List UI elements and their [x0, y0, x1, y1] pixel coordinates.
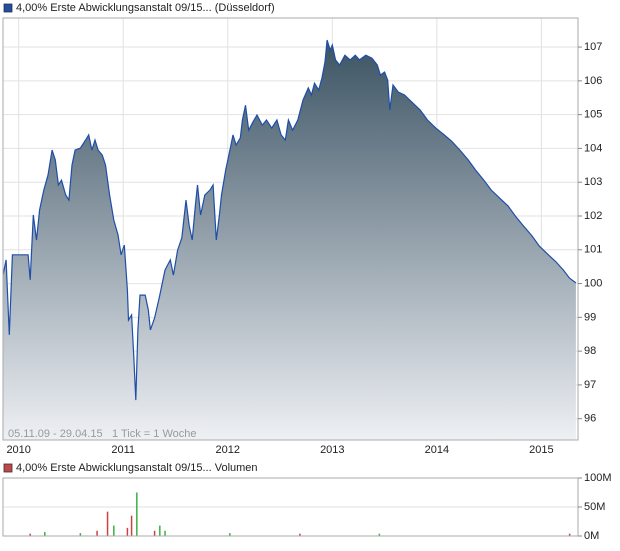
volume-bar — [159, 525, 161, 536]
volume-bar — [130, 515, 133, 536]
volume-bar — [96, 530, 98, 536]
x-tick-label: 2015 — [529, 444, 553, 456]
volume-bar — [153, 530, 156, 536]
y-tick-label: 103 — [584, 176, 602, 188]
y-tick-label: 105 — [584, 109, 602, 121]
y-tick-label: 104 — [584, 142, 602, 154]
volume-bar — [126, 527, 129, 536]
volume-bar — [229, 533, 231, 536]
plot-frame — [2, 17, 579, 441]
annotation: 1 Tick = 1 Woche — [112, 428, 196, 440]
price-line — [2, 39, 577, 401]
volume-bar — [113, 525, 115, 536]
volume-bar — [299, 533, 301, 536]
volume-bar — [79, 533, 82, 536]
legend-swatch — [3, 3, 13, 13]
legend-label: 4,00% Erste Abwicklungsanstalt 09/15... … — [16, 462, 258, 474]
x-tick-label: 2011 — [111, 444, 135, 456]
volume-bar — [164, 530, 166, 536]
y-tick-label: 102 — [584, 210, 602, 222]
volume-bar — [568, 533, 571, 536]
volume-bar — [106, 511, 109, 536]
y-tick-label: 50M — [584, 501, 605, 513]
y-tick-label: 97 — [584, 379, 596, 391]
price-area — [3, 40, 576, 440]
volume-bar — [136, 492, 138, 536]
x-tick-label: 2012 — [216, 444, 240, 456]
legend-swatch — [3, 463, 13, 473]
annotation: 05.11.09 - 29.04.15 — [8, 428, 103, 440]
volume-bar — [378, 533, 381, 536]
volume-bar — [44, 531, 46, 536]
y-tick-label: 100 — [584, 277, 602, 289]
x-tick-label: 2014 — [425, 444, 449, 456]
y-tick-label: 100M — [584, 472, 612, 484]
y-tick-label: 96 — [584, 413, 596, 425]
y-tick-label: 0M — [584, 530, 599, 542]
y-tick-label: 98 — [584, 345, 596, 357]
legend-label: 4,00% Erste Abwicklungsanstalt 09/15... … — [16, 2, 275, 14]
x-tick-label: 2013 — [320, 444, 344, 456]
volume-bar — [29, 533, 31, 536]
y-tick-label: 101 — [584, 244, 602, 256]
y-tick-label: 106 — [584, 75, 602, 87]
y-tick-label: 107 — [584, 41, 602, 53]
x-tick-label: 2010 — [6, 444, 30, 456]
y-tick-label: 99 — [584, 311, 596, 323]
